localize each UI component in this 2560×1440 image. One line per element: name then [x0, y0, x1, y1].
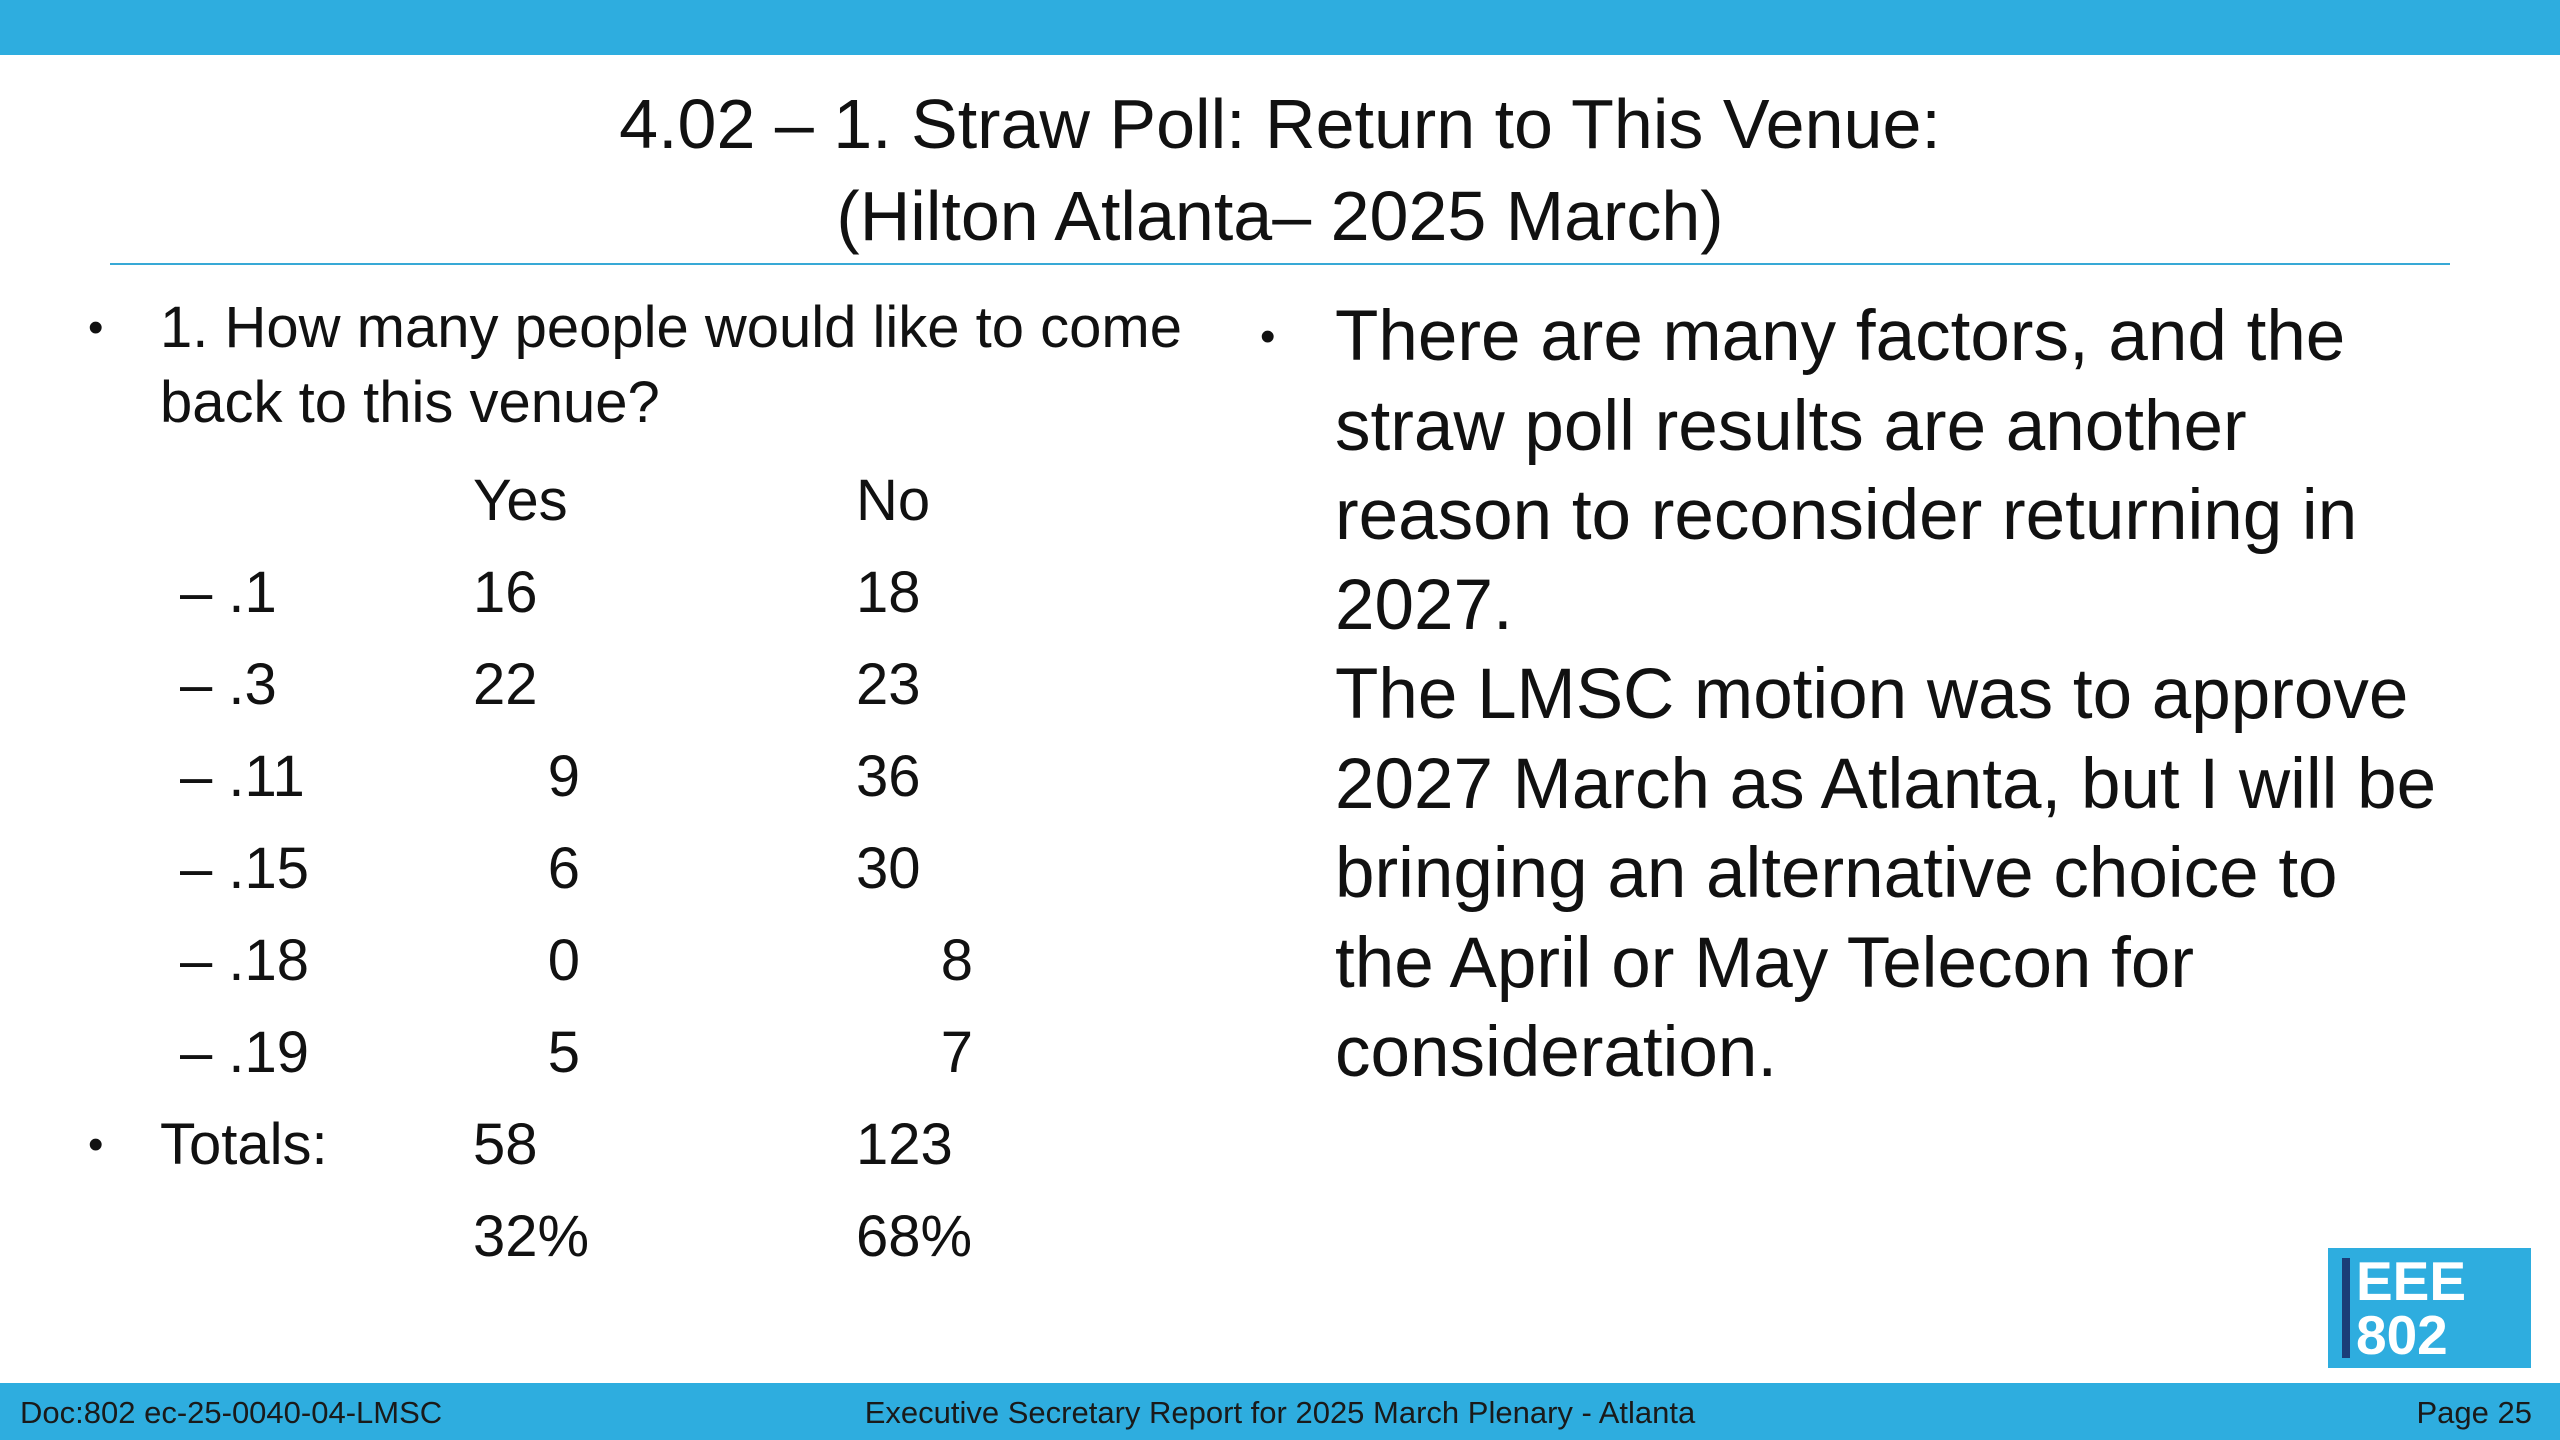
percent-yes: 32%	[473, 1204, 590, 1269]
row-label: – .15	[180, 836, 309, 901]
table-row: – .11 9 36	[80, 731, 1180, 823]
table-header-row: Yes No	[80, 455, 1180, 547]
table-row: – .1 16 18	[80, 547, 1180, 639]
row-label: – .1	[180, 560, 277, 625]
row-no: 7	[940, 1020, 973, 1085]
row-yes: 16	[473, 560, 538, 625]
header-no: No	[856, 468, 931, 533]
slide-title: 4.02 – 1. Straw Poll: Return to This Ven…	[0, 78, 2560, 262]
title-divider	[110, 263, 2450, 265]
row-yes: 0	[547, 928, 580, 993]
logo-line-2: 802	[2356, 1304, 2448, 1366]
row-label: – .19	[180, 1020, 309, 1085]
ieee-802-logo: EEE 802	[2328, 1248, 2531, 1368]
row-yes: 22	[473, 652, 538, 717]
logo-bar	[2342, 1258, 2350, 1358]
row-label: – .11	[180, 744, 305, 809]
totals-no: 123	[856, 1112, 953, 1177]
row-no: 18	[856, 560, 921, 625]
table-row: – .18 0 8	[80, 915, 1180, 1007]
commentary-text: There are many factors, and the straw po…	[1335, 297, 2437, 1092]
row-no: 36	[856, 744, 921, 809]
row-no: 23	[856, 652, 921, 717]
totals-label: Totals:	[160, 1112, 328, 1177]
percent-row: 32% 68%	[80, 1191, 1180, 1283]
logo-text: EEE 802	[2356, 1250, 2467, 1366]
table-row: – .3 22 23	[80, 639, 1180, 731]
row-label: – .3	[180, 652, 277, 717]
row-no: 8	[940, 928, 973, 993]
totals-row: • Totals: 58 123	[80, 1099, 1180, 1191]
top-accent-bar	[0, 0, 2560, 55]
table-row: – .19 5 7	[80, 1007, 1180, 1099]
title-line-2: (Hilton Atlanta– 2025 March)	[836, 177, 1724, 255]
row-yes: 6	[547, 836, 580, 901]
poll-question: 1. How many people would like to come ba…	[160, 295, 1182, 435]
row-yes: 9	[547, 744, 580, 809]
row-yes: 5	[547, 1020, 580, 1085]
header-yes: Yes	[473, 468, 568, 533]
row-no: 30	[856, 836, 921, 901]
bullet-icon: •	[88, 303, 104, 352]
title-line-1: 4.02 – 1. Straw Poll: Return to This Ven…	[619, 85, 1941, 163]
footer-doc-id: Doc:802 ec-25-0040-04-LMSC	[20, 1395, 443, 1430]
logo-line-1: EEE	[2356, 1250, 2467, 1312]
bullet-icon: •	[88, 1120, 104, 1169]
bullet-icon: •	[1260, 312, 1276, 361]
totals-yes: 58	[473, 1112, 538, 1177]
footer-bar: Doc:802 ec-25-0040-04-LMSC Executive Sec…	[0, 1383, 2560, 1440]
table-row: – .15 6 30	[80, 823, 1180, 915]
footer-title: Executive Secretary Report for 2025 Marc…	[864, 1395, 1696, 1430]
percent-no: 68%	[856, 1204, 973, 1269]
footer-page-number: Page 25	[2416, 1395, 2533, 1430]
row-label: – .18	[180, 928, 309, 993]
